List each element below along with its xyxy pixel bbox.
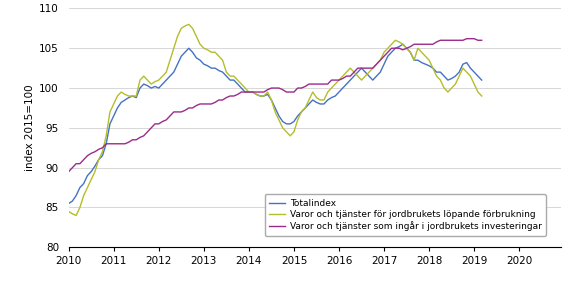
Varor och tjänster för jordbrukets löpande förbrukning — [264, 90, 271, 94]
Totalindex — [399, 42, 406, 46]
Varor och tjänster som ingår i jordbrukets investeringar — [65, 170, 72, 173]
Varor och tjänster för jordbrukets löpande förbrukning — [471, 82, 478, 86]
Varor och tjänster som ingår i jordbrukets investeringar — [257, 90, 264, 94]
Varor och tjänster som ingår i jordbrukets investeringar — [170, 110, 177, 114]
Totalindex — [305, 102, 312, 106]
Varor och tjänster för jordbrukets löpande förbrukning — [174, 35, 181, 38]
Totalindex — [478, 78, 485, 82]
Varor och tjänster för jordbrukets löpande förbrukning — [313, 96, 320, 99]
Totalindex — [159, 82, 166, 86]
Varor och tjänster som ingår i jordbrukets investeringar — [467, 37, 474, 40]
Totalindex — [170, 71, 177, 74]
Line: Varor och tjänster för jordbrukets löpande förbrukning: Varor och tjänster för jordbrukets löpan… — [69, 24, 482, 216]
Totalindex — [219, 71, 226, 74]
Line: Totalindex: Totalindex — [69, 44, 482, 203]
Varor och tjänster som ingår i jordbrukets investeringar — [478, 38, 485, 42]
Legend: Totalindex, Varor och tjänster för jordbrukets löpande förbrukning, Varor och tj: Totalindex, Varor och tjänster för jordb… — [264, 194, 546, 235]
Varor och tjänster för jordbrukets löpande förbrukning — [163, 71, 170, 74]
Totalindex — [65, 202, 72, 205]
Varor och tjänster för jordbrukets löpande förbrukning — [227, 74, 233, 78]
Varor och tjänster för jordbrukets löpande förbrukning — [65, 210, 72, 213]
Varor och tjänster för jordbrukets löpande förbrukning — [478, 94, 485, 98]
Totalindex — [257, 94, 264, 98]
Varor och tjänster som ingår i jordbrukets investeringar — [463, 37, 470, 40]
Varor och tjänster som ingår i jordbrukets investeringar — [219, 98, 226, 102]
Y-axis label: index 2015=100: index 2015=100 — [25, 85, 35, 171]
Varor och tjänster för jordbrukets löpande förbrukning — [73, 214, 80, 217]
Line: Varor och tjänster som ingår i jordbrukets investeringar: Varor och tjänster som ingår i jordbruke… — [69, 39, 482, 172]
Varor och tjänster för jordbrukets löpande förbrukning — [185, 23, 192, 26]
Varor och tjänster som ingår i jordbrukets investeringar — [159, 120, 166, 123]
Varor och tjänster som ingår i jordbrukets investeringar — [305, 82, 312, 86]
Totalindex — [467, 67, 474, 70]
